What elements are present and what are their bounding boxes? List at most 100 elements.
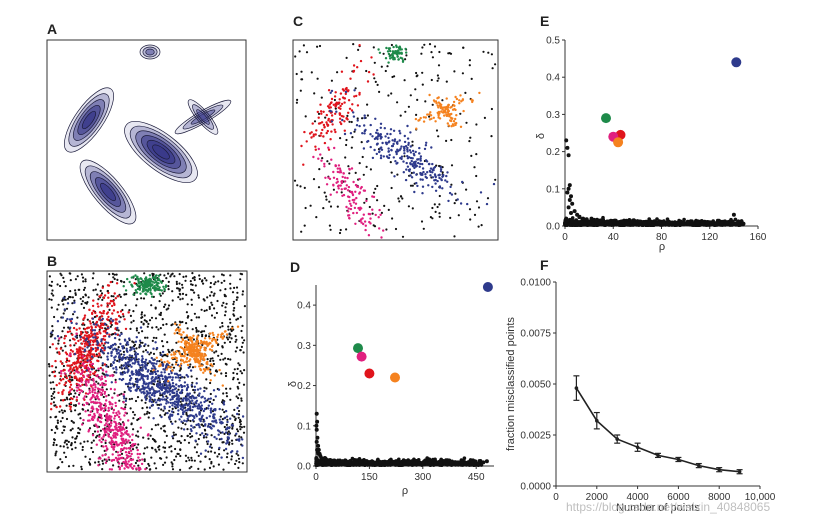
point — [106, 326, 110, 329]
point — [337, 184, 340, 187]
point — [101, 454, 104, 457]
point — [117, 351, 121, 355]
point — [177, 394, 180, 397]
point — [382, 229, 385, 232]
noise-point — [197, 467, 200, 470]
point — [124, 339, 127, 342]
noise-point — [118, 358, 121, 361]
noise-point — [235, 459, 238, 462]
noise-point — [129, 407, 132, 410]
noise-point — [57, 466, 60, 469]
noise-point — [179, 468, 182, 471]
noise-point — [431, 56, 434, 59]
noise-point — [295, 72, 298, 76]
noise-point — [74, 292, 77, 295]
point — [433, 166, 437, 169]
noise-point — [238, 381, 241, 384]
point — [236, 325, 240, 328]
point — [69, 408, 72, 411]
noise-point — [84, 301, 87, 304]
noise-point — [143, 314, 146, 317]
point — [127, 311, 130, 314]
noise-point — [219, 289, 222, 292]
point — [63, 337, 66, 340]
point — [236, 406, 239, 410]
point — [354, 128, 357, 131]
point — [124, 399, 128, 403]
point — [375, 152, 378, 156]
noise-point — [80, 468, 83, 471]
noise-point — [50, 298, 53, 301]
point — [91, 395, 95, 398]
noise-point — [430, 78, 433, 82]
noise-point — [136, 298, 139, 301]
point — [187, 408, 190, 411]
point — [110, 406, 113, 409]
noise-point — [372, 191, 376, 194]
point — [62, 389, 65, 392]
noise-point — [53, 315, 56, 319]
point — [136, 352, 139, 356]
point — [178, 332, 181, 336]
point — [178, 365, 181, 368]
point — [131, 373, 134, 376]
point — [193, 343, 196, 346]
noise-point — [67, 326, 70, 329]
point — [451, 108, 455, 111]
point — [89, 384, 93, 387]
point — [122, 401, 125, 404]
noise-point — [148, 353, 151, 356]
noise-point — [223, 432, 226, 435]
point — [202, 357, 205, 360]
noise-point — [316, 45, 319, 48]
noise-point — [134, 399, 138, 403]
point — [146, 386, 149, 389]
point — [59, 360, 62, 363]
point — [127, 460, 130, 463]
noise-point — [411, 140, 414, 143]
point — [114, 318, 117, 321]
point — [174, 394, 177, 397]
noise-point — [437, 77, 440, 80]
point — [114, 322, 118, 325]
noise-point — [491, 67, 494, 70]
point — [75, 396, 79, 399]
point — [115, 411, 118, 415]
point — [141, 357, 144, 360]
contour-line — [152, 144, 170, 160]
point — [371, 156, 375, 160]
point — [330, 158, 333, 161]
point — [392, 129, 396, 132]
point — [146, 290, 149, 293]
point — [175, 403, 178, 407]
noise-point — [473, 213, 477, 216]
noise-point — [350, 146, 353, 149]
point — [159, 280, 163, 283]
noise-point — [132, 411, 135, 414]
point — [193, 385, 196, 388]
point — [178, 418, 181, 421]
point — [196, 342, 199, 346]
noise-point — [83, 286, 86, 289]
point — [106, 331, 109, 335]
noise-point — [223, 425, 226, 429]
point — [191, 399, 194, 402]
point — [349, 202, 352, 205]
point — [80, 380, 83, 383]
point — [447, 124, 451, 127]
noise-point — [296, 98, 299, 101]
point — [98, 391, 102, 394]
point — [157, 385, 160, 389]
noise-point — [398, 200, 401, 203]
point — [220, 456, 223, 459]
noise-point — [477, 225, 480, 228]
panel-d-x-tick-label: 150 — [361, 472, 378, 483]
point — [94, 401, 97, 404]
noise-point — [404, 58, 407, 61]
noise-point — [165, 456, 168, 459]
noise-point — [197, 454, 200, 457]
noise-point — [241, 324, 244, 327]
point — [337, 164, 341, 167]
point — [131, 458, 135, 461]
noise-point — [204, 334, 208, 337]
